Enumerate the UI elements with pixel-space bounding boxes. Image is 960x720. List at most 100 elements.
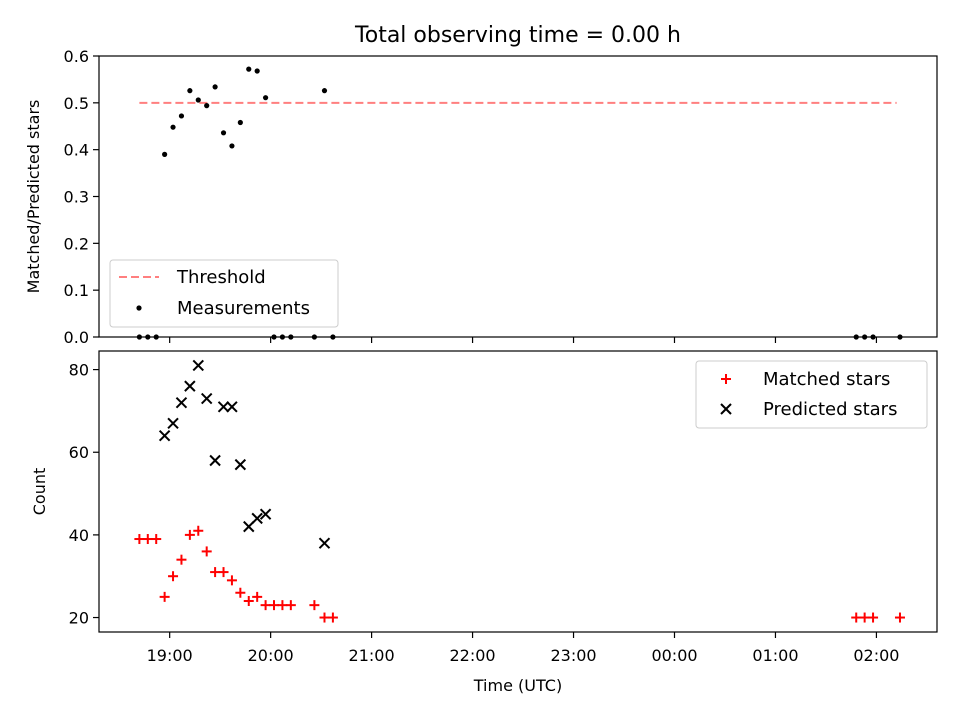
data-point — [145, 334, 151, 340]
data-point — [159, 591, 170, 602]
legend — [695, 360, 928, 429]
data-point — [218, 567, 229, 578]
y-tick-label: 0.3 — [64, 188, 89, 207]
data-point — [894, 612, 905, 623]
data-point — [204, 103, 210, 109]
data-point — [168, 571, 179, 582]
data-point — [259, 508, 272, 520]
y-tick-label: 0.0 — [64, 328, 89, 347]
data-point — [151, 534, 162, 545]
data-point — [184, 380, 196, 392]
data-point — [136, 334, 142, 340]
legend-measurements-label: Measurements — [177, 298, 310, 319]
legend-threshold-label: Threshold — [176, 267, 266, 288]
data-point — [212, 84, 218, 90]
data-point — [175, 396, 188, 409]
data-point — [210, 567, 221, 578]
data-point — [330, 334, 336, 340]
data-point — [235, 587, 246, 598]
data-point — [200, 392, 213, 405]
data-point — [134, 534, 145, 545]
legend-predicted-swatch — [720, 403, 732, 415]
data-point — [195, 97, 201, 103]
data-point — [226, 401, 238, 413]
data-point — [243, 520, 255, 533]
data-point — [859, 612, 870, 623]
data-point — [851, 612, 862, 623]
data-point — [170, 124, 176, 130]
data-point — [251, 512, 263, 525]
data-point — [318, 537, 331, 549]
legend-matched-swatch — [721, 374, 731, 384]
data-point — [217, 401, 230, 413]
data-point — [220, 130, 227, 136]
data-point — [311, 334, 317, 340]
data-point — [269, 600, 280, 611]
data-point — [192, 359, 204, 372]
data-point — [260, 600, 271, 611]
data-point — [237, 119, 243, 126]
data-point — [243, 596, 254, 607]
data-point — [226, 575, 237, 586]
data-point — [153, 334, 159, 340]
series-measurements — [136, 66, 903, 340]
data-point — [862, 334, 868, 340]
y-tick-label: 0.4 — [64, 141, 89, 160]
data-point — [178, 113, 185, 119]
data-point — [184, 529, 195, 540]
ratio-panel: 0.0 0.1 0.2 0.3 0.4 0.5 0.6 Matched/Predicted s… — [24, 47, 938, 347]
data-point — [309, 600, 320, 611]
data-point — [187, 88, 193, 94]
y-tick-label: 0.2 — [64, 234, 89, 253]
data-point — [321, 88, 328, 94]
data-point — [870, 334, 876, 340]
data-point — [262, 95, 269, 101]
data-point — [252, 591, 263, 602]
data-point — [279, 334, 286, 340]
x-tick-label: 00:00 — [651, 646, 697, 665]
data-point — [158, 430, 171, 442]
data-point — [288, 334, 294, 340]
data-point — [246, 66, 252, 72]
data-point — [201, 546, 212, 557]
legend — [109, 259, 339, 328]
figure-title: Total observing time = 0.00 h — [354, 23, 681, 48]
y-axis-label: Count — [30, 468, 49, 516]
y-tick-label: 20 — [69, 609, 89, 628]
legend-matched-label: Matched stars — [763, 369, 890, 390]
data-point — [271, 334, 277, 340]
data-point — [162, 151, 168, 157]
legend-predicted-label: Predicted stars — [763, 399, 897, 420]
axes-frame — [98, 350, 938, 633]
y-tick-label: 0.5 — [64, 94, 89, 113]
data-point — [176, 554, 187, 565]
y-tick-label: 60 — [69, 443, 89, 462]
x-tick-label: 19:00 — [147, 646, 193, 665]
x-tick-label: 20:00 — [248, 646, 294, 665]
x-tick-label: 22:00 — [450, 646, 496, 665]
legend-measurements-swatch — [136, 305, 142, 311]
data-point — [868, 612, 879, 623]
data-point — [193, 525, 204, 536]
data-point — [229, 143, 235, 149]
data-point — [285, 600, 296, 611]
x-axis-label: Time (UTC) — [473, 676, 562, 695]
data-point — [234, 458, 247, 471]
x-tick-label: 23:00 — [550, 646, 596, 665]
data-point — [897, 334, 903, 340]
x-tick-label: 02:00 — [853, 646, 899, 665]
data-point — [167, 417, 179, 430]
series-predicted-stars — [158, 359, 331, 549]
data-point — [853, 334, 859, 340]
series-matched-stars — [134, 525, 905, 623]
x-tick-label: 21:00 — [349, 646, 395, 665]
y-tick-label: 0.1 — [64, 281, 89, 300]
data-point — [209, 454, 221, 467]
data-point — [327, 612, 338, 623]
y-tick-label: 80 — [69, 361, 89, 380]
count-panel: 20 40 60 80 Count 19:00 20:00 21:00 22:00 23:00 00… — [30, 350, 938, 695]
data-point — [142, 534, 153, 545]
y-tick-label: 0.6 — [64, 47, 89, 66]
data-point — [277, 600, 288, 611]
